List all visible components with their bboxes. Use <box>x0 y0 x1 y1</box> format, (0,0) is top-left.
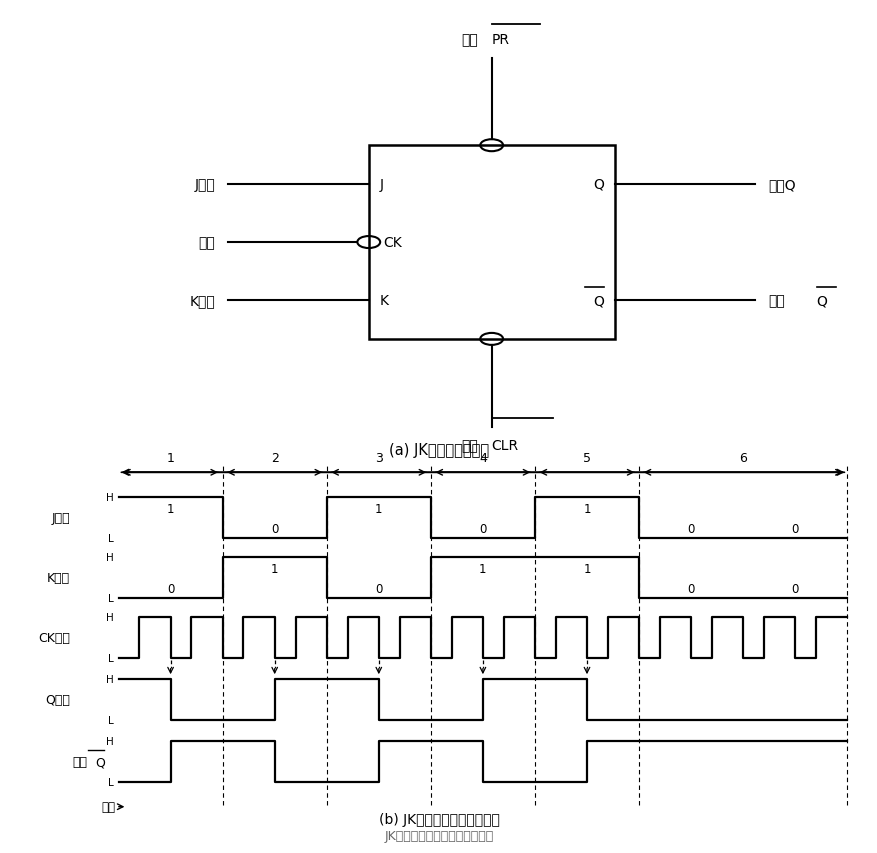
Text: (a) JK触发器电路符号: (a) JK触发器电路符号 <box>389 443 488 457</box>
Text: 清零: 清零 <box>461 438 478 452</box>
Text: K输入: K输入 <box>189 293 215 308</box>
Text: 输出Q: 输出Q <box>767 177 795 192</box>
Text: CK: CK <box>382 235 401 250</box>
Text: 0: 0 <box>374 583 382 595</box>
Text: 0: 0 <box>687 523 694 536</box>
Text: J输入: J输入 <box>194 177 215 192</box>
Text: 4: 4 <box>479 451 486 465</box>
Text: 3: 3 <box>374 451 382 465</box>
Text: J: J <box>379 177 383 192</box>
Text: L: L <box>108 777 114 787</box>
Text: 5: 5 <box>582 451 590 465</box>
Text: 0: 0 <box>271 523 278 536</box>
Text: Q: Q <box>816 293 826 308</box>
Text: H: H <box>106 612 114 622</box>
Text: JK触发器的电路符号和信号波形: JK触发器的电路符号和信号波形 <box>384 829 493 843</box>
Text: H: H <box>106 552 114 562</box>
Text: 1: 1 <box>582 502 590 515</box>
Text: 1: 1 <box>271 562 278 575</box>
Text: 6: 6 <box>738 451 746 465</box>
Text: 输出: 输出 <box>73 755 88 769</box>
Text: L: L <box>108 716 114 725</box>
Text: CK输入: CK输入 <box>39 631 70 644</box>
Text: K输入: K输入 <box>47 572 70 584</box>
Text: J输入: J输入 <box>52 511 70 525</box>
Text: Q输出: Q输出 <box>46 693 70 706</box>
Text: 0: 0 <box>479 523 486 536</box>
Text: 2: 2 <box>270 451 278 465</box>
Text: H: H <box>106 492 114 502</box>
Text: 1: 1 <box>479 562 486 575</box>
Bar <box>368 146 614 339</box>
Text: 0: 0 <box>791 523 798 536</box>
Text: 1: 1 <box>582 562 590 575</box>
Text: (b) JK触发器输出波形时序图: (b) JK触发器输出波形时序图 <box>378 811 499 826</box>
Text: 0: 0 <box>687 583 694 595</box>
Text: 1: 1 <box>167 502 175 515</box>
Text: 1: 1 <box>167 451 175 465</box>
Text: 不明: 不明 <box>102 800 116 813</box>
Text: Q: Q <box>96 755 105 769</box>
Text: Q: Q <box>593 293 603 308</box>
Text: K: K <box>379 293 388 308</box>
Text: 1: 1 <box>374 502 382 515</box>
Text: H: H <box>106 674 114 684</box>
Text: CLR: CLR <box>491 438 518 452</box>
Text: Q: Q <box>593 177 603 192</box>
Text: L: L <box>108 533 114 543</box>
Text: PR: PR <box>491 33 510 47</box>
Text: 0: 0 <box>167 583 174 595</box>
Text: 时钟: 时钟 <box>198 235 215 250</box>
Text: 输出: 输出 <box>767 293 784 308</box>
Text: 预置: 预置 <box>461 33 478 47</box>
Text: L: L <box>108 653 114 664</box>
Text: H: H <box>106 736 114 746</box>
Text: L: L <box>108 594 114 603</box>
Text: 0: 0 <box>791 583 798 595</box>
